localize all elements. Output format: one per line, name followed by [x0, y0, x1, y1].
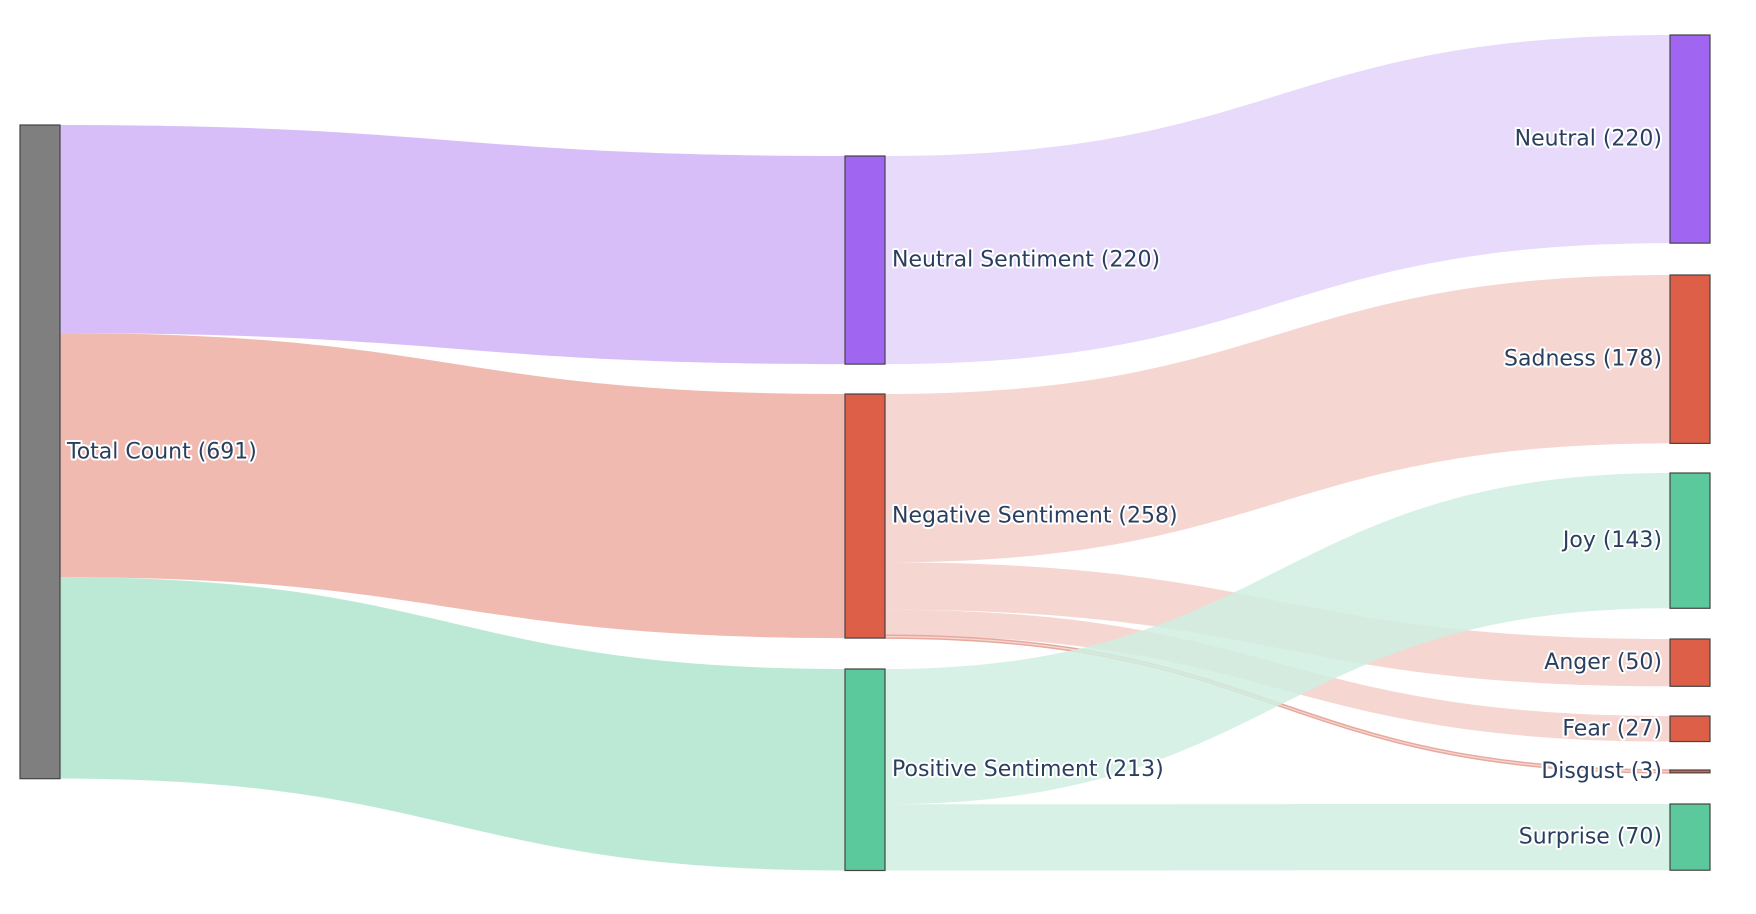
nodes-layer — [19, 34, 1711, 872]
node-disgust[interactable] — [1669, 769, 1711, 774]
node-sadness[interactable] — [1669, 274, 1711, 444]
node-joy[interactable] — [1669, 472, 1711, 609]
link-positive_s-to-surprise[interactable] — [885, 804, 1670, 871]
node-neutral[interactable] — [1669, 34, 1711, 244]
node-surprise[interactable] — [1669, 803, 1711, 871]
node-label-total: Total Count (691) — [66, 439, 257, 464]
labels-layer: Total Count (691) Neutral Sentiment (220)… — [64, 125, 1664, 852]
node-label-surprise: Surprise (70) — [1519, 825, 1662, 850]
node-label-neutral: Neutral (220) — [1515, 127, 1662, 152]
link-total-to-neutral_s[interactable] — [60, 125, 845, 365]
node-anger[interactable] — [1669, 638, 1711, 687]
link-total-to-positive_s[interactable] — [60, 577, 845, 871]
node-label-disgust: Disgust (3) — [1541, 759, 1662, 784]
node-label-anger: Anger (50) — [1544, 650, 1662, 675]
node-label-sadness: Sadness (178) — [1504, 347, 1662, 372]
link-negative_s-to-sadness[interactable] — [885, 275, 1670, 563]
node-negative_s[interactable] — [844, 393, 886, 639]
node-total[interactable] — [19, 124, 61, 780]
node-label-neutral_s: Neutral Sentiment (220) — [892, 248, 1160, 273]
link-positive_s-to-joy[interactable] — [885, 473, 1670, 805]
node-label-positive_s: Positive Sentiment (213) — [892, 757, 1164, 782]
node-fear[interactable] — [1669, 715, 1711, 743]
node-label-negative_s: Negative Sentiment (258) — [892, 504, 1178, 529]
node-label-joy: Joy (143) — [1561, 528, 1662, 553]
node-positive_s[interactable] — [844, 668, 886, 872]
link-neutral_s-to-neutral[interactable] — [885, 35, 1670, 365]
link-total-to-negative_s[interactable] — [60, 333, 845, 639]
node-neutral_s[interactable] — [844, 155, 886, 365]
node-label-fear: Fear (27) — [1562, 716, 1662, 741]
links-layer — [60, 35, 1671, 871]
